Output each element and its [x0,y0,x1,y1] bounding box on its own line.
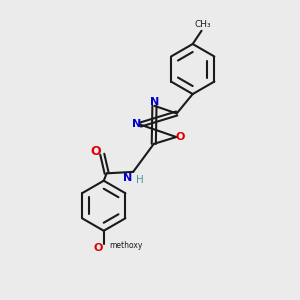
Text: CH₃: CH₃ [195,20,211,29]
Text: O: O [176,132,185,142]
Text: H: H [136,175,144,185]
Text: N: N [150,97,159,107]
Text: N: N [131,119,141,129]
Text: methoxy: methoxy [109,241,142,250]
Text: O: O [94,243,103,254]
Text: N: N [123,173,133,183]
Text: O: O [91,145,101,158]
